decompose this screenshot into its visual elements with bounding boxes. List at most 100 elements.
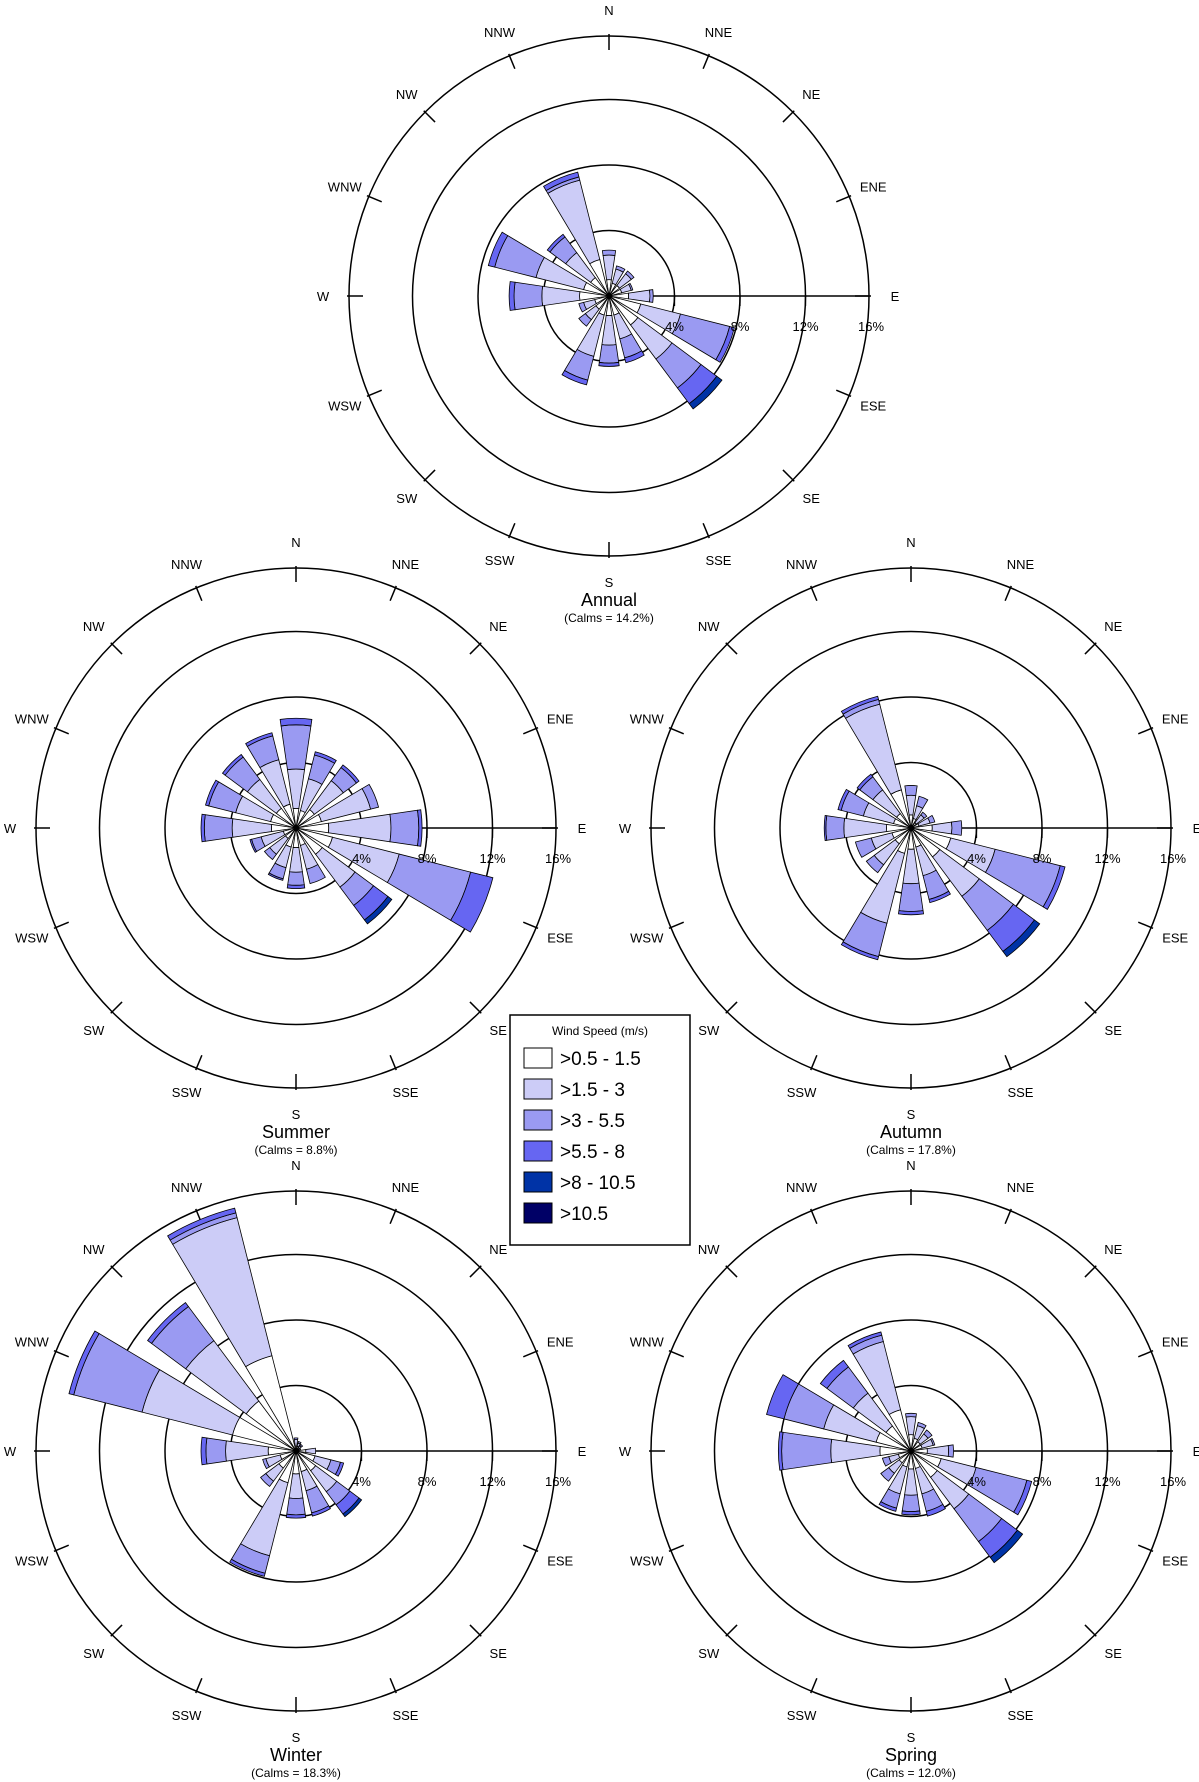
wind-wedge-nnw-bin-4 <box>840 695 880 715</box>
direction-label-e: E <box>578 1444 587 1459</box>
direction-label-ene: ENE <box>1162 712 1189 727</box>
compass-tick <box>1004 1054 1012 1071</box>
direction-label-nw: NW <box>698 1242 720 1257</box>
wind-wedge-ne-bin-3 <box>299 1443 304 1448</box>
compass-tick <box>195 1677 203 1694</box>
direction-label-nw: NW <box>83 1242 105 1257</box>
wind-wedge-n-bin-2 <box>602 254 616 281</box>
rose-calms-label: (Calms = 18.3%) <box>251 1766 341 1780</box>
direction-label-wsw: WSW <box>15 1553 49 1568</box>
wind-wedge-wsw-bin-4 <box>249 838 258 853</box>
compass-tick <box>668 1350 685 1358</box>
wind-wedge-nw-bin-4 <box>819 1359 849 1389</box>
wind-wedge-e-bin-2 <box>305 1447 317 1455</box>
direction-label-ssw: SSW <box>172 1708 202 1723</box>
wind-wedge-ssw-bin-4 <box>229 1558 266 1577</box>
legend-title: Wind Speed (m/s) <box>552 1024 648 1038</box>
wind-wedge-ssw-bin-4 <box>840 941 880 961</box>
wind-wedge-s-bin-3 <box>901 1494 921 1512</box>
wind-wedge-nw-bin-4 <box>147 1302 189 1344</box>
direction-label-nw: NW <box>698 619 720 634</box>
rose-title: Autumn <box>880 1122 942 1142</box>
direction-label-wnw: WNW <box>15 1335 50 1350</box>
wind-wedge-wsw-bin-3 <box>881 1456 892 1467</box>
wind-wedge-ssw-bin-2 <box>240 1478 289 1557</box>
wind-wedge-nnw-bin-4 <box>167 1207 237 1241</box>
rose-title: Summer <box>262 1122 330 1142</box>
radial-tick-label: 12% <box>479 1474 505 1489</box>
direction-label-se: SE <box>1105 1023 1123 1038</box>
wind-wedge-w-bin-3 <box>513 281 544 311</box>
wind-wedge-wnw-bin-4 <box>766 1374 800 1420</box>
direction-label-se: SE <box>490 1646 508 1661</box>
wind-wedge-ne-bin-3 <box>625 270 635 280</box>
direction-label-nnw: NNW <box>484 25 516 40</box>
rose-calms-label: (Calms = 8.8%) <box>254 1143 337 1157</box>
wind-wedge-sw-bin-3 <box>880 1467 895 1482</box>
legend-item-label: >1.5 - 3 <box>560 1080 625 1101</box>
wind-wedge-w-bin-2 <box>225 1440 269 1462</box>
wind-wedge-wnw-bin-4 <box>68 1330 100 1396</box>
wind-wedge-n-bin-3 <box>905 1412 917 1418</box>
rose-calms-label: (Calms = 17.8%) <box>866 1143 956 1157</box>
compass-tick <box>522 921 539 929</box>
direction-label-wnw: WNW <box>630 712 665 727</box>
direction-label-wsw: WSW <box>630 930 664 945</box>
direction-label-n: N <box>604 3 613 18</box>
wind-wedge-w-bin-2 <box>843 817 888 839</box>
wind-wedge-s-bin-2 <box>289 846 303 873</box>
wind-wedge-w-bin-4 <box>823 814 828 842</box>
wind-wedge-w-bin-4 <box>508 281 516 311</box>
radial-tick-label: 8% <box>1033 1474 1052 1489</box>
wind-wedge-w-bin-3 <box>205 1437 227 1465</box>
direction-label-se: SE <box>1105 1646 1123 1661</box>
direction-label-sw: SW <box>396 491 418 506</box>
wind-rose-spring: N NNE NE ENE E ESE SE SSE S SSW SW WSW W WNW NW NNW 4% 8%… <box>619 1158 1199 1780</box>
direction-label-e: E <box>578 821 587 836</box>
legend-swatch <box>523 1109 553 1131</box>
direction-label-w: W <box>619 1444 632 1459</box>
compass-tick <box>469 1001 482 1014</box>
direction-label-w: W <box>619 821 632 836</box>
direction-label-e: E <box>891 289 900 304</box>
direction-label-s: S <box>907 1730 916 1745</box>
wind-wedge-ne-bin-4 <box>340 764 360 784</box>
direction-label-ese: ESE <box>1162 930 1188 945</box>
legend-swatch <box>523 1202 553 1224</box>
wind-wedge-nne-bin-3 <box>916 1421 927 1430</box>
wind-wedge-se-bin-5 <box>989 1529 1024 1564</box>
compass-tick <box>725 1265 738 1278</box>
wind-wedge-s-bin-3 <box>598 344 620 364</box>
legend-item-label: >5.5 - 8 <box>560 1142 625 1163</box>
compass-tick <box>1004 1208 1012 1225</box>
direction-label-ssw: SSW <box>787 1708 817 1723</box>
wind-wedge-ene-bin-2 <box>298 1447 302 1451</box>
direction-label-sw: SW <box>83 1646 105 1661</box>
direction-label-ene: ENE <box>547 1335 574 1350</box>
direction-label-s: S <box>605 575 614 590</box>
direction-label-nne: NNE <box>705 25 733 40</box>
compass-tick <box>1084 1001 1097 1014</box>
direction-label-wnw: WNW <box>630 1335 665 1350</box>
direction-label-nnw: NNW <box>786 557 818 572</box>
compass-tick <box>195 585 203 602</box>
wind-wedge-s-bin-2 <box>902 848 920 885</box>
compass-tick <box>423 110 436 123</box>
direction-label-se: SE <box>803 491 821 506</box>
wind-wedge-n-bin-4 <box>279 717 313 727</box>
wind-wedge-ne-bin-3 <box>920 811 928 819</box>
compass-tick <box>725 642 738 655</box>
radial-tick-label: 4% <box>967 1474 986 1489</box>
compass-tick <box>668 727 685 735</box>
wind-wedge-ene-bin-3 <box>628 282 634 291</box>
wind-wedge-ese-bin-4 <box>1042 865 1066 910</box>
direction-label-n: N <box>906 535 915 550</box>
direction-label-sw: SW <box>83 1023 105 1038</box>
direction-label-sse: SSE <box>705 553 731 568</box>
compass-tick <box>1004 1677 1012 1694</box>
direction-label-ne: NE <box>489 619 507 634</box>
wind-rose-autumn: N NNE NE ENE E ESE SE SSE S SSW SW WSW W WNW NW NNW 4% 8%… <box>619 535 1199 1157</box>
wind-wedge-w-bin-3 <box>203 814 234 842</box>
rose-title: Annual <box>581 590 637 610</box>
compass-tick <box>1137 921 1154 929</box>
